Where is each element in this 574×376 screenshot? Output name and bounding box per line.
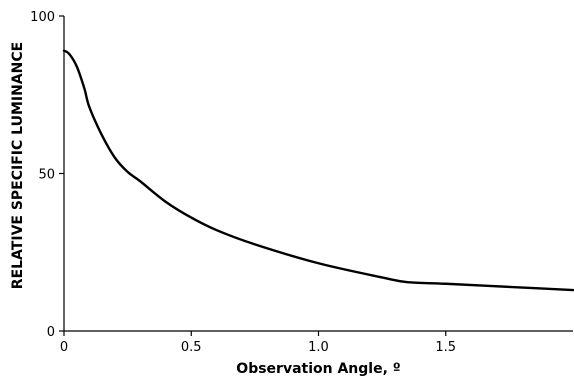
axes [63, 16, 573, 332]
y-tick-label: 0 [47, 325, 55, 340]
series-line [62, 49, 574, 292]
tick-labels: 0 50 100 0 0.5 1.0 1.5 [30, 10, 456, 355]
x-axis-title: Observation Angle, º [236, 361, 400, 376]
series-layer [62, 49, 574, 292]
y-tick-label: 100 [30, 10, 55, 25]
x-tick-label: 0.5 [181, 340, 202, 355]
y-axis-title: RELATIVE SPECIFIC LUMINANCE [10, 42, 26, 289]
x-tick-label: 1.5 [435, 340, 456, 355]
x-tick-label: 1.0 [308, 340, 329, 355]
x-tick-label: 0 [60, 340, 68, 355]
ticks [59, 15, 447, 336]
y-tick-label: 50 [38, 168, 55, 183]
